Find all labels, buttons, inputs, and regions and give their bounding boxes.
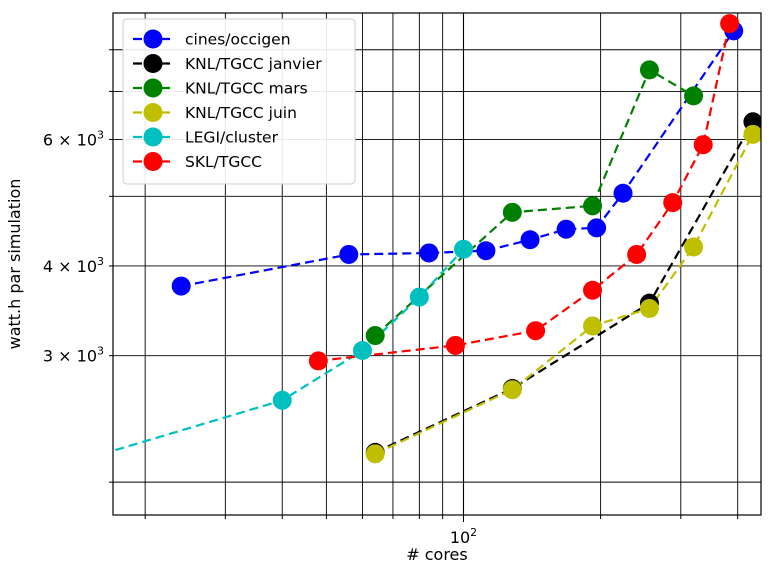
data-point (419, 243, 439, 263)
legend-label: SKL/TGCC (185, 153, 262, 171)
plot-frame (112, 12, 762, 516)
data-point (272, 390, 292, 410)
legend-marker (143, 127, 163, 147)
data-point (583, 316, 603, 336)
axis-ticks: 102 3 × 103 4 × 103 6 × 103 (43, 49, 739, 547)
x-tick-label: 102 (450, 526, 477, 547)
data-point (587, 218, 607, 238)
data-point (352, 341, 372, 361)
legend: cines/occigen KNL/TGCC janvier KNL/TGCC ma… (122, 18, 356, 185)
y-axis-title: watt.h par simulation (5, 179, 24, 350)
grid (113, 13, 761, 515)
legend-marker (143, 152, 163, 171)
legend-label: KNL/TGCC janvier (185, 55, 322, 73)
y-tick-label: 4 × 103 (43, 255, 104, 276)
series-line-5 (318, 23, 731, 362)
data-point (583, 196, 603, 216)
series-line-3 (374, 133, 754, 455)
data-point (476, 241, 496, 261)
data-point (613, 183, 633, 203)
data-point (171, 276, 191, 296)
series-markers (171, 14, 761, 464)
x-axis-title: # cores (406, 545, 467, 564)
data-point (339, 244, 359, 264)
legend-label: KNL/TGCC mars (185, 80, 308, 98)
series-line-1 (374, 121, 754, 454)
data-point (693, 135, 713, 155)
data-point (409, 287, 429, 307)
data-point (520, 230, 540, 250)
data-point (743, 124, 761, 144)
data-point (365, 444, 385, 464)
data-point (502, 380, 522, 400)
data-point (639, 298, 659, 318)
data-point (502, 202, 522, 222)
legend-marker (143, 29, 163, 49)
data-point (663, 193, 683, 213)
y-tick-label: 3 × 103 (43, 345, 104, 366)
y-tick-label: 6 × 103 (43, 128, 104, 149)
data-point (627, 244, 647, 264)
data-point (526, 321, 546, 341)
legend-label: LEGI/cluster (185, 129, 279, 147)
legend-marker (143, 54, 163, 73)
legend-marker (143, 103, 163, 122)
legend-marker (143, 78, 163, 98)
data-point (445, 335, 465, 355)
data-point (720, 14, 740, 34)
legend-label: KNL/TGCC juin (185, 104, 297, 122)
data-point (684, 237, 704, 257)
data-point (453, 239, 473, 259)
data-point (639, 60, 659, 80)
data-point (684, 86, 704, 106)
legend-box (122, 18, 356, 185)
data-point (308, 351, 328, 371)
data-point (583, 280, 603, 300)
data-point (556, 219, 576, 239)
data-point (365, 326, 385, 346)
legend-label: cines/occigen (185, 31, 291, 49)
